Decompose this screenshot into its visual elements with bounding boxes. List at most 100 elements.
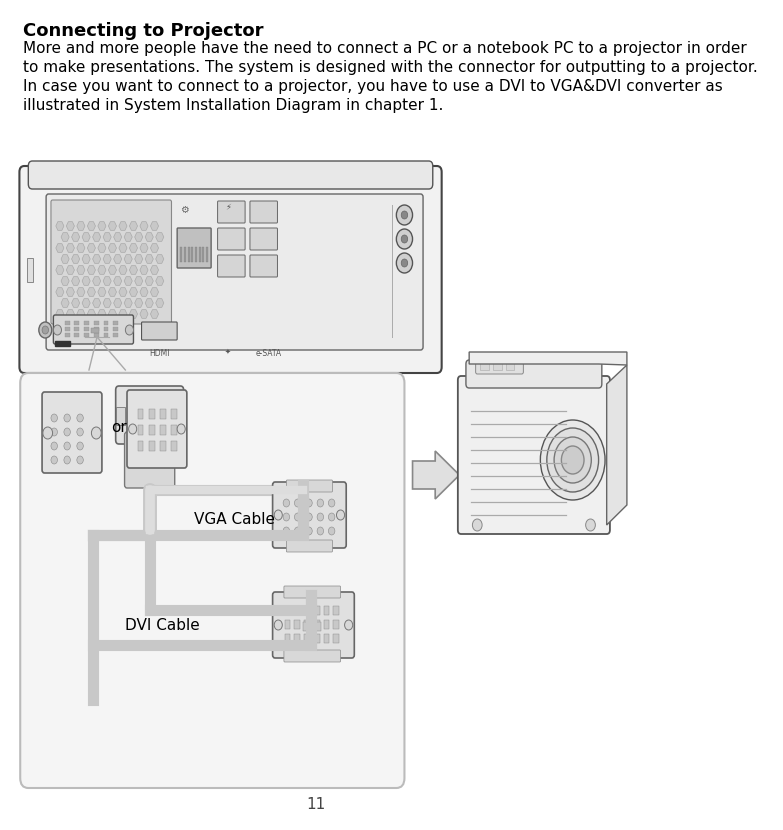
Circle shape — [317, 527, 323, 535]
Bar — [206, 247, 208, 262]
Circle shape — [294, 499, 301, 507]
Bar — [171, 441, 177, 451]
Circle shape — [294, 527, 301, 535]
Bar — [156, 412, 161, 419]
FancyBboxPatch shape — [218, 228, 245, 250]
FancyBboxPatch shape — [20, 166, 442, 373]
Bar — [74, 327, 79, 331]
Bar — [507, 361, 514, 370]
Circle shape — [306, 527, 312, 535]
Bar — [114, 321, 118, 325]
Text: In case you want to connect to a projector, you have to use a DVI to VGA&DVI con: In case you want to connect to a project… — [23, 79, 723, 94]
FancyBboxPatch shape — [42, 392, 102, 473]
FancyBboxPatch shape — [218, 201, 245, 223]
Circle shape — [77, 442, 83, 450]
FancyBboxPatch shape — [287, 480, 333, 492]
Bar — [493, 361, 502, 370]
Circle shape — [42, 326, 49, 334]
Bar — [171, 409, 177, 419]
FancyBboxPatch shape — [53, 315, 133, 344]
Bar — [285, 634, 290, 643]
Circle shape — [125, 325, 133, 335]
Bar — [323, 634, 329, 643]
Bar — [334, 620, 339, 629]
Text: Connecting to Projector: Connecting to Projector — [23, 22, 263, 40]
FancyBboxPatch shape — [116, 386, 184, 444]
Bar — [188, 247, 189, 262]
Polygon shape — [607, 365, 627, 525]
Bar — [202, 247, 204, 262]
FancyBboxPatch shape — [46, 194, 423, 350]
Bar — [134, 423, 139, 430]
Circle shape — [317, 513, 323, 521]
Bar — [65, 321, 70, 325]
FancyBboxPatch shape — [250, 228, 277, 250]
Circle shape — [92, 427, 101, 439]
Circle shape — [328, 499, 335, 507]
Bar — [285, 620, 290, 629]
Bar — [134, 412, 139, 419]
Text: VGA Cable: VGA Cable — [194, 512, 275, 527]
Circle shape — [396, 205, 413, 225]
Circle shape — [77, 428, 83, 436]
Polygon shape — [469, 352, 627, 365]
Bar — [180, 247, 182, 262]
Bar — [294, 620, 300, 629]
Circle shape — [401, 259, 408, 267]
FancyBboxPatch shape — [466, 360, 602, 388]
Bar — [142, 401, 146, 408]
Bar — [285, 606, 290, 615]
Bar — [334, 634, 339, 643]
Bar — [156, 423, 161, 430]
Bar — [174, 407, 184, 425]
FancyBboxPatch shape — [218, 255, 245, 277]
Bar — [103, 327, 108, 331]
Circle shape — [306, 513, 312, 521]
Bar — [138, 409, 143, 419]
Bar — [74, 321, 79, 325]
Bar — [304, 634, 310, 643]
Circle shape — [51, 428, 57, 436]
Bar — [164, 412, 168, 419]
Text: ⚙: ⚙ — [180, 205, 189, 215]
Text: 11: 11 — [307, 797, 326, 812]
Text: e-SATA: e-SATA — [255, 349, 282, 358]
FancyBboxPatch shape — [458, 376, 610, 534]
FancyBboxPatch shape — [127, 390, 187, 468]
Circle shape — [51, 456, 57, 464]
Bar — [27, 258, 33, 282]
Bar — [142, 411, 157, 418]
Circle shape — [345, 620, 352, 630]
Bar — [149, 401, 153, 408]
Bar — [142, 412, 146, 419]
Bar — [149, 409, 154, 419]
Bar — [304, 606, 310, 615]
Bar — [323, 620, 329, 629]
Circle shape — [51, 442, 57, 450]
Bar — [304, 620, 310, 629]
Text: DVI Cable: DVI Cable — [125, 618, 200, 633]
Bar — [94, 333, 99, 337]
FancyBboxPatch shape — [272, 482, 346, 548]
Bar — [164, 423, 168, 430]
Circle shape — [177, 424, 186, 434]
Bar — [303, 622, 321, 631]
FancyBboxPatch shape — [284, 586, 341, 598]
Bar — [149, 441, 154, 451]
Circle shape — [396, 229, 413, 249]
Bar — [116, 407, 125, 425]
FancyBboxPatch shape — [475, 356, 523, 374]
Bar — [92, 328, 99, 333]
Bar — [138, 425, 143, 435]
FancyBboxPatch shape — [51, 200, 171, 324]
FancyBboxPatch shape — [28, 161, 433, 189]
Bar — [103, 333, 108, 337]
Text: ⚡: ⚡ — [226, 202, 231, 211]
Circle shape — [561, 446, 584, 474]
FancyBboxPatch shape — [250, 201, 277, 223]
Text: to make presentations. The system is designed with the connector for outputting : to make presentations. The system is des… — [23, 60, 757, 75]
Bar — [138, 441, 143, 451]
Circle shape — [77, 414, 83, 422]
Circle shape — [77, 456, 83, 464]
Circle shape — [547, 428, 598, 492]
